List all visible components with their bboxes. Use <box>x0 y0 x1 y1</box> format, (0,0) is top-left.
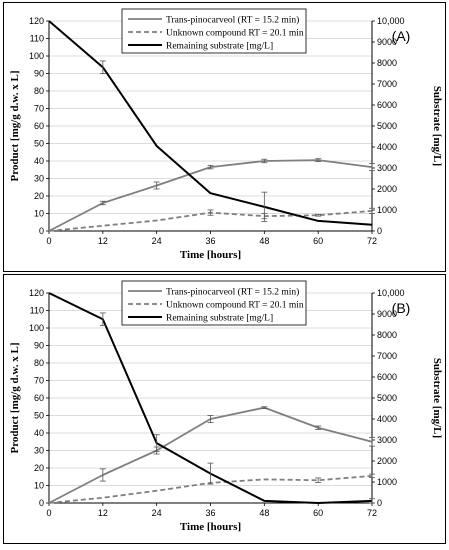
chart-b-y-tick-label: 30 <box>34 446 44 456</box>
chart-b-x-tick-label: 0 <box>46 508 51 518</box>
chart-b-y-right-axis-title: Substrate [mg/L] <box>431 358 443 438</box>
chart-a-y-tick-label: 70 <box>34 104 44 114</box>
chart-a-y-right-tick-label: 8000 <box>377 58 397 68</box>
chart-b-y-right-tick-label: 8000 <box>377 330 397 340</box>
chart-a-y-tick-label: 60 <box>34 121 44 131</box>
chart-a-x-tick-label: 48 <box>259 236 269 246</box>
chart-a-legend-entry: Unknown compound RT = 20.1 min <box>166 29 304 39</box>
chart-a-y-axis-title: Product [mg/g d.w. x L] <box>9 70 21 181</box>
chart-a-legend-entry: Remaining substrate [mg/L] <box>166 42 273 52</box>
chart-a-y-tick-label: 50 <box>34 139 44 149</box>
chart-b-y-tick-label: 60 <box>34 393 44 403</box>
chart-a-y-tick-label: 40 <box>34 156 44 166</box>
chart-a-y-right-tick-label: 1000 <box>377 205 397 215</box>
chart-a-x-tick-label: 0 <box>46 236 51 246</box>
chart-b-y-tick-label: 120 <box>29 288 44 298</box>
chart-b-x-tick-label: 36 <box>205 508 215 518</box>
chart-a-x-tick-label: 24 <box>152 236 162 246</box>
chart-b-y-tick-label: 20 <box>34 463 44 473</box>
chart-a-y-right-tick-label: 2000 <box>377 184 397 194</box>
chart-a-y-right-tick-label: 4000 <box>377 142 397 152</box>
chart-b-panel-label: (B) <box>392 300 411 316</box>
chart-b-y-right-tick-label: 0 <box>377 498 382 508</box>
chart-b-y-right-tick-label: 5000 <box>377 393 397 403</box>
chart-a-x-tick-label: 36 <box>205 236 215 246</box>
chart-b-x-tick-label: 60 <box>313 508 323 518</box>
chart-a-y-right-tick-label: 6000 <box>377 100 397 110</box>
chart-b-y-tick-label: 50 <box>34 411 44 421</box>
chart-a-y-tick-label: 90 <box>34 69 44 79</box>
chart-a-y-tick-label: 10 <box>34 209 44 219</box>
chart-a-y-tick-label: 20 <box>34 191 44 201</box>
chart-b-legend-entry: Unknown compound RT = 20.1 min <box>166 301 304 311</box>
chart-a-x-axis-title: Time [hours] <box>180 249 241 261</box>
chart-a-y-right-tick-label: 0 <box>377 226 382 236</box>
chart-panel-a: 0 10 20 30 40 50 60 70 80 90 100 110 120 0 1000 2000 300… <box>3 2 446 272</box>
chart-b-y-right-tick-label: 9000 <box>377 309 397 319</box>
chart-b-y-right-tick-label: 1000 <box>377 477 397 487</box>
chart-b-y-right-tick-label: 3000 <box>377 435 397 445</box>
chart-a-svg: 0102030405060708090100110120010002000300… <box>9 8 443 261</box>
chart-b-y-tick-label: 10 <box>34 481 44 491</box>
chart-a-x-tick-label: 72 <box>367 236 377 246</box>
chart-b-y-tick-label: 40 <box>34 428 44 438</box>
chart-b-y-tick-label: 90 <box>34 341 44 351</box>
chart-a-legend-entry: Trans-pinocarveol (RT = 15.2 min) <box>166 15 299 26</box>
chart-b-y-tick-label: 70 <box>34 376 44 386</box>
chart-b-legend-entry: Remaining substrate [mg/L] <box>166 314 273 324</box>
chart-a-y-tick-label: 80 <box>34 86 44 96</box>
chart-b-y-tick-label: 110 <box>30 306 44 316</box>
chart-a-y-tick-label: 0 <box>39 226 44 236</box>
chart-a-y-right-tick-label: 3000 <box>377 163 397 173</box>
chart-a-x-tick-label: 12 <box>98 236 108 246</box>
chart-b-svg: 0102030405060708090100110120010002000300… <box>9 280 443 533</box>
chart-b-y-axis-title: Product [mg/g d.w. x L] <box>9 342 21 453</box>
chart-b-y-tick-label: 0 <box>39 498 44 508</box>
chart-a-y-tick-label: 110 <box>30 34 44 44</box>
chart-b-x-axis-title: Time [hours] <box>180 521 241 533</box>
chart-b-y-tick-label: 80 <box>34 358 44 368</box>
chart-b-y-right-tick-label: 10,000 <box>377 288 405 298</box>
chart-a-y-tick-label: 120 <box>29 16 44 26</box>
chart-a-y-tick-label: 30 <box>34 174 44 184</box>
chart-b-y-right-tick-label: 2000 <box>377 456 397 466</box>
chart-a-y-right-tick-label: 5000 <box>377 121 397 131</box>
chart-a-x-tick-label: 60 <box>313 236 323 246</box>
chart-b-x-tick-label: 12 <box>98 508 108 518</box>
chart-a-y-tick-label: 100 <box>29 51 44 61</box>
chart-b-x-tick-label: 72 <box>367 508 377 518</box>
chart-panel-b: 0 10 20 30 40 50 60 70 80 90 100 110 120 0 1000 2000 300… <box>3 274 446 544</box>
chart-a-y-right-tick-label: 7000 <box>377 79 397 89</box>
chart-b-legend-entry: Trans-pinocarveol (RT = 15.2 min) <box>166 287 299 298</box>
chart-b-y-right-tick-label: 7000 <box>377 351 397 361</box>
chart-b-y-right-tick-label: 4000 <box>377 414 397 424</box>
chart-a-y-right-axis-title: Substrate [mg/L] <box>431 86 443 166</box>
chart-b-x-tick-label: 24 <box>152 508 162 518</box>
chart-a-y-right-tick-label: 10,000 <box>377 16 405 26</box>
chart-b-x-tick-label: 48 <box>259 508 269 518</box>
chart-b-y-tick-label: 100 <box>29 323 44 333</box>
chart-b-y-right-tick-label: 6000 <box>377 372 397 382</box>
chart-a-y-right-tick-label: 9000 <box>377 37 397 47</box>
chart-a-panel-label: (A) <box>392 28 411 44</box>
